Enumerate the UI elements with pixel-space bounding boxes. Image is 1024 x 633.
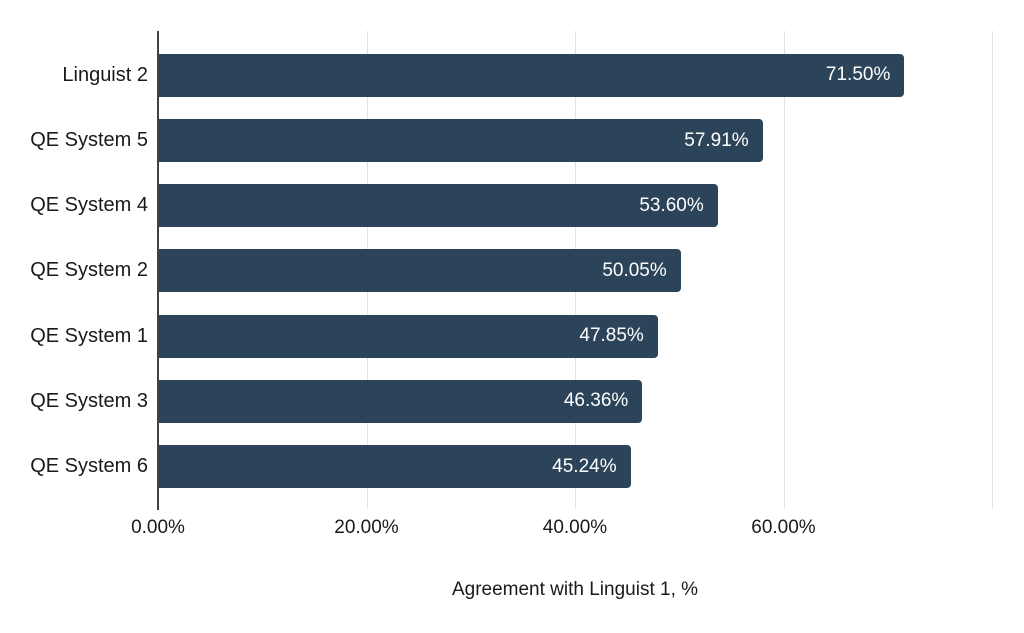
category-label: QE System 3 [30,389,148,412]
category-label: QE System 6 [30,455,148,477]
bar: 47.85% [159,314,658,358]
bar: 71.50% [159,53,905,97]
bar-value-label: 47.85% [579,325,644,347]
x-tick-label: 20.00% [334,517,399,538]
bar-value-label: 50.05% [602,259,667,281]
x-axis-title: Agreement with Linguist 1, % [451,579,699,600]
bar: 57.91% [159,119,763,162]
bar: 50.05% [159,249,681,293]
category-label: QE System 5 [30,129,148,151]
category-label: QE System 4 [30,194,148,217]
category-label: QE System 2 [30,259,148,282]
plot-area: 71.50% 57.91% 53.60% 50.05% 47.85% 46.36% 45.2… [158,31,993,509]
x-tick-label: 0.00% [131,517,185,538]
bar-value-label: 53.60% [639,194,704,216]
bar-value-label: 46.36% [563,390,629,412]
category-label: Linguist 2 [62,63,148,86]
y-axis-line [157,31,159,510]
gridline-60 [783,31,785,509]
bar-value-label: 57.91% [684,129,749,151]
bar: 53.60% [159,184,718,228]
x-tick-label: 40.00% [542,517,608,538]
bar-value-label: 71.50% [825,64,891,86]
category-label: QE System 1 [30,324,148,347]
bar: 46.36% [159,379,643,423]
bar-value-label: 45.24% [552,455,617,477]
gridline-80 [992,31,993,509]
bar: 45.24% [159,445,631,488]
x-tick-label: 60.00% [751,517,816,538]
